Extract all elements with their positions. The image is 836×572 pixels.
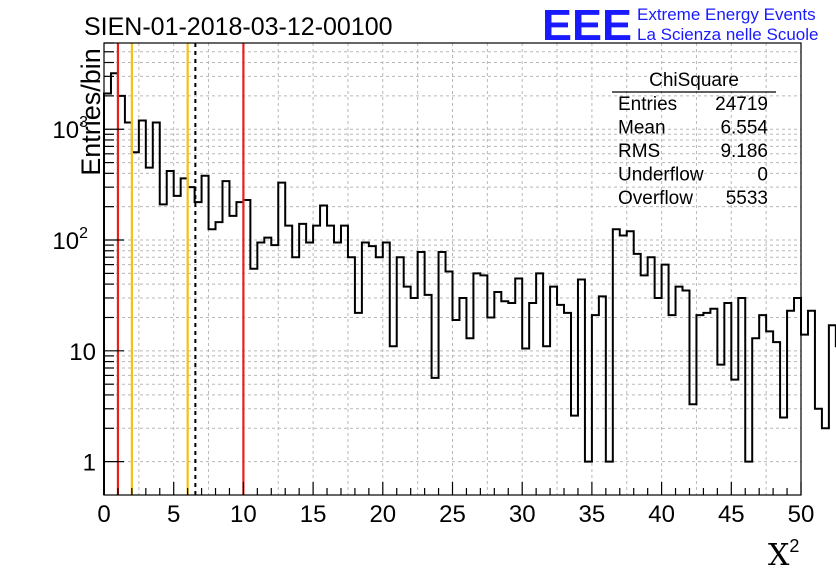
y-tick-label-base: 10 <box>52 228 79 255</box>
x-tick-label: 50 <box>788 501 815 528</box>
x-tick-label: 20 <box>369 501 396 528</box>
x-tick-label: 35 <box>579 501 606 528</box>
x-tick-label: 40 <box>648 501 675 528</box>
x-tick-label: 30 <box>509 501 536 528</box>
stats-box: ChiSquare Entries 24719 Mean 6.554 RMS 9.186 U… <box>612 70 776 209</box>
stats-value: 6.554 <box>720 118 768 139</box>
y-tick-label-base: 1 <box>83 450 96 477</box>
y-tick-label-exponent: 2 <box>79 225 88 242</box>
eee-logo-line1: Extreme Energy Events <box>637 5 816 24</box>
histogram-series <box>103 72 836 495</box>
eee-logo: EEE Extreme Energy Events La Scienza nel… <box>542 1 818 50</box>
y-tick-label-base: 10 <box>52 117 79 144</box>
x-tick-label: 25 <box>439 501 466 528</box>
stats-label: Overflow <box>618 188 693 209</box>
stats-rows: Entries 24719 Mean 6.554 RMS 9.186 Underflow 0 O… <box>618 94 768 209</box>
stats-title: ChiSquare <box>649 70 739 91</box>
y-tick-label: 1 <box>83 450 96 477</box>
chart-title: SIEN-01-2018-03-12-00100 <box>84 13 393 41</box>
stats-value: 5533 <box>726 188 768 209</box>
x-axis-label-main: X <box>768 538 790 572</box>
y-tick-label: 102 <box>52 225 88 255</box>
stats-label: RMS <box>618 141 660 162</box>
y-tick-label: 103 <box>52 114 88 144</box>
axis-ticks <box>103 42 802 495</box>
y-tick-label-base: 10 <box>69 339 96 366</box>
x-axis-label-superscript: 2 <box>789 536 799 556</box>
eee-logo-line2: La Scienza nelle Scuole <box>637 25 818 44</box>
stats-label: Mean <box>618 118 666 139</box>
stats-label: Underflow <box>618 165 704 186</box>
stats-value: 24719 <box>715 94 768 115</box>
grid-lines <box>104 42 801 495</box>
eee-logo-mark: EEE <box>542 1 632 50</box>
y-tick-label: 10 <box>69 339 96 366</box>
x-tick-label: 0 <box>97 501 110 528</box>
x-tick-label: 15 <box>300 501 327 528</box>
x-tick-label: 45 <box>718 501 745 528</box>
y-tick-label-exponent: 3 <box>79 114 88 131</box>
stats-value: 9.186 <box>720 141 768 162</box>
stats-value: 0 <box>757 165 768 186</box>
reference-lines <box>116 43 245 495</box>
x-tick-labels: 0 5 10 15 20 25 30 35 40 45 50 <box>97 501 814 528</box>
y-axis-label: Entries/bin <box>76 48 106 176</box>
x-tick-label: 10 <box>230 501 257 528</box>
stats-label: Entries <box>618 94 677 115</box>
x-axis-label: X2 <box>768 536 799 572</box>
x-tick-label: 5 <box>167 501 180 528</box>
